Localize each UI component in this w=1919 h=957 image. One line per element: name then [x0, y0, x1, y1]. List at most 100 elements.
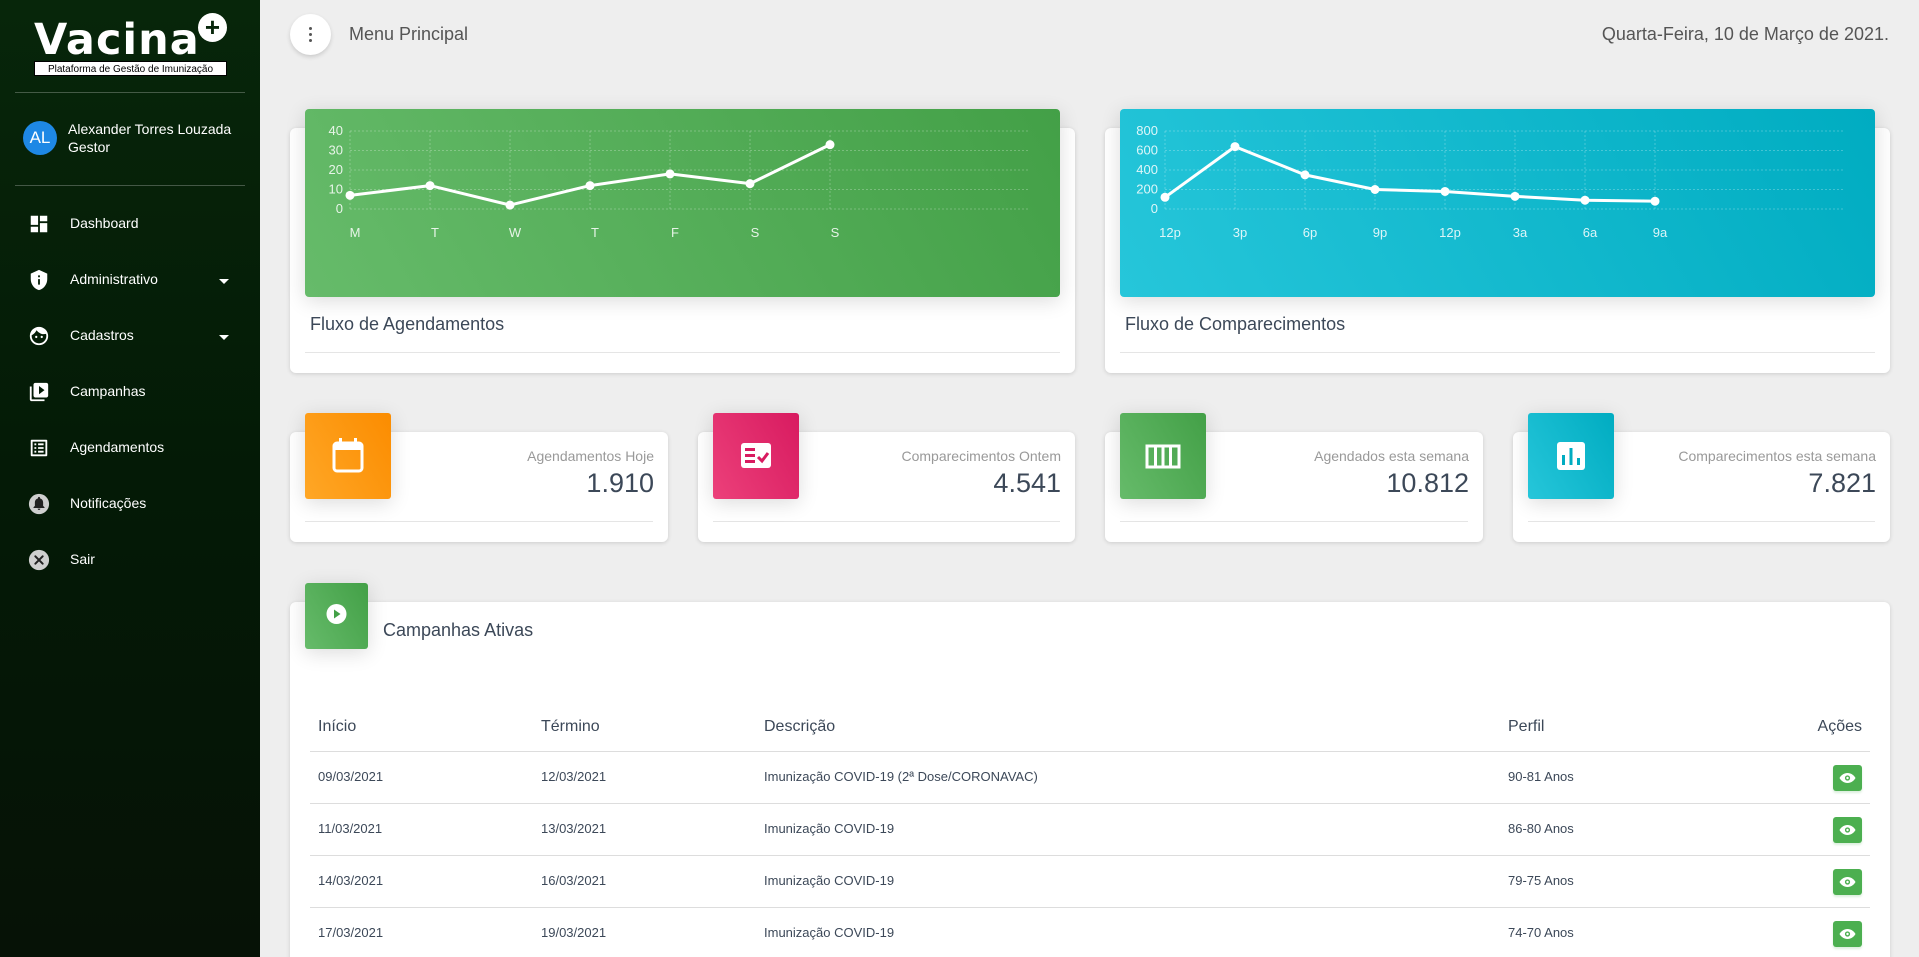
sidebar-item-label: Agendamentos	[70, 439, 165, 455]
sidebar-item-agendamentos[interactable]: Agendamentos	[0, 420, 260, 476]
sidebar-item-cadastros[interactable]: Cadastros	[0, 308, 260, 364]
x-tick-label: M	[350, 225, 361, 240]
bell-icon	[28, 493, 50, 515]
sidebar-item-label: Campanhas	[70, 383, 146, 399]
data-point	[1510, 191, 1520, 201]
y-tick-label: 0	[336, 201, 343, 216]
sidebar-item-dashboard[interactable]: Dashboard	[0, 196, 260, 252]
stat-value: 10.812	[1386, 468, 1469, 498]
cell-descricao: Imunização COVID-19	[764, 925, 895, 940]
user-role: Gestor	[68, 139, 111, 155]
brand-plus-icon: +	[198, 13, 227, 42]
calendar-icon	[305, 413, 391, 499]
sidebar-item-sair[interactable]: Sair	[0, 532, 260, 588]
x-tick-label: S	[831, 225, 840, 240]
campaigns-card	[290, 602, 1890, 957]
column-header-inicio: Início	[318, 718, 357, 735]
brand-name: Vacina	[34, 15, 200, 65]
chevron-down-icon	[219, 335, 229, 340]
x-tick-label: T	[431, 225, 439, 240]
chart-comparecimentos: 0 200 400 600 800 12p 3p 6p 9p 12p 3a 6a 9a	[1120, 109, 1875, 297]
divider	[305, 521, 653, 522]
table-header: Início Término Descrição Perfil Ações	[310, 708, 1870, 752]
y-tick-label: 600	[1136, 143, 1158, 158]
column-header-acoes: Ações	[1817, 718, 1862, 735]
menu-toggle-button[interactable]	[290, 14, 331, 55]
chart-agendamentos: 0 10 20 30 40 M T W T F S S	[305, 109, 1060, 297]
shield-icon	[30, 269, 48, 291]
table-row: 14/03/2021 16/03/2021 Imunização COVID-1…	[310, 856, 1870, 908]
x-tick-label: 6p	[1303, 225, 1317, 240]
data-point	[1160, 192, 1170, 202]
line-chart-comparecimentos: 0 200 400 600 800 12p 3p 6p 9p 12p 3a 6a 9a	[1136, 123, 1845, 240]
face-icon	[29, 326, 49, 346]
cell-perfil: 86-80 Anos	[1508, 821, 1574, 836]
view-button[interactable]	[1833, 869, 1862, 895]
brand-logo[interactable]: Vacina + Plataforma de Gestão de Imuniza…	[15, 0, 245, 93]
cell-inicio: 09/03/2021	[318, 769, 384, 784]
cell-descricao: Imunização COVID-19	[764, 821, 895, 836]
y-tick-label: 800	[1136, 123, 1158, 138]
sidebar: Vacina + Plataforma de Gestão de Imuniza…	[0, 0, 260, 957]
cell-descricao: Imunização COVID-19 (2ª Dose/CORONAVAC)	[764, 769, 1038, 784]
cell-termino: 19/03/2021	[541, 925, 607, 940]
y-tick-label: 30	[329, 143, 343, 158]
data-point	[1650, 196, 1660, 206]
x-tick-label: 9p	[1373, 225, 1387, 240]
current-date: Quarta-Feira, 10 de Março de 2021.	[1601, 24, 1889, 44]
close-circle-icon	[28, 549, 50, 571]
stat-value: 1.910	[586, 468, 654, 498]
sidebar-item-label: Notificações	[70, 495, 147, 511]
chart-title: Fluxo de Comparecimentos	[1125, 314, 1346, 334]
stat-label: Agendamentos Hoje	[527, 448, 654, 464]
table-row: 11/03/2021 13/03/2021 Imunização COVID-1…	[310, 804, 1870, 856]
cell-termino: 12/03/2021	[541, 769, 607, 784]
view-button[interactable]	[1833, 817, 1862, 843]
data-point	[425, 181, 435, 191]
cell-descricao: Imunização COVID-19	[764, 873, 895, 888]
sidebar-item-label: Cadastros	[70, 327, 134, 343]
user-profile[interactable]: AL Alexander Torres Louzada Gestor	[15, 93, 245, 186]
data-point	[1440, 186, 1450, 196]
x-tick-label: S	[751, 225, 760, 240]
y-tick-label: 0	[1151, 201, 1158, 216]
data-point	[345, 190, 355, 200]
x-tick-label: 12p	[1439, 225, 1461, 240]
y-tick-label: 400	[1136, 162, 1158, 177]
series-line	[1164, 145, 1656, 203]
page-title: Menu Principal	[349, 24, 469, 44]
cell-inicio: 17/03/2021	[318, 925, 384, 940]
x-tick-label: 6a	[1583, 225, 1598, 240]
divider	[305, 352, 1060, 353]
stat-value: 7.821	[1808, 468, 1876, 498]
cell-termino: 13/03/2021	[541, 821, 607, 836]
y-tick-label: 20	[329, 162, 343, 177]
cell-inicio: 14/03/2021	[318, 873, 384, 888]
cell-perfil: 90-81 Anos	[1508, 769, 1574, 784]
chevron-down-icon	[219, 279, 229, 284]
data-point	[585, 181, 595, 191]
view-button[interactable]	[1833, 765, 1862, 791]
sidebar-item-notificacoes[interactable]: Notificações	[0, 476, 260, 532]
y-tick-label: 200	[1136, 182, 1158, 197]
eye-icon	[1839, 929, 1856, 939]
data-point	[825, 140, 835, 150]
line-chart-agendamentos: 0 10 20 30 40 M T W T F S S	[329, 123, 1030, 240]
sidebar-item-campanhas[interactable]: Campanhas	[0, 364, 260, 420]
cell-inicio: 11/03/2021	[318, 821, 383, 836]
eye-icon	[1839, 825, 1856, 835]
y-tick-label: 40	[329, 123, 343, 138]
more-vert-icon	[309, 27, 312, 30]
divider	[1120, 352, 1875, 353]
view-button[interactable]	[1833, 921, 1862, 947]
table-row: 09/03/2021 12/03/2021 Imunização COVID-1…	[310, 752, 1870, 804]
x-tick-label: 3p	[1233, 225, 1247, 240]
cell-perfil: 74-70 Anos	[1508, 925, 1574, 940]
column-header-perfil: Perfil	[1508, 718, 1545, 735]
sidebar-nav: Dashboard Administrativo Cadastros Campa…	[0, 196, 260, 588]
stat-label: Comparecimentos esta semana	[1678, 448, 1876, 464]
sidebar-item-administrativo[interactable]: Administrativo	[0, 252, 260, 308]
sidebar-item-label: Dashboard	[70, 215, 139, 231]
x-tick-label: T	[591, 225, 599, 240]
data-point	[1300, 170, 1310, 180]
